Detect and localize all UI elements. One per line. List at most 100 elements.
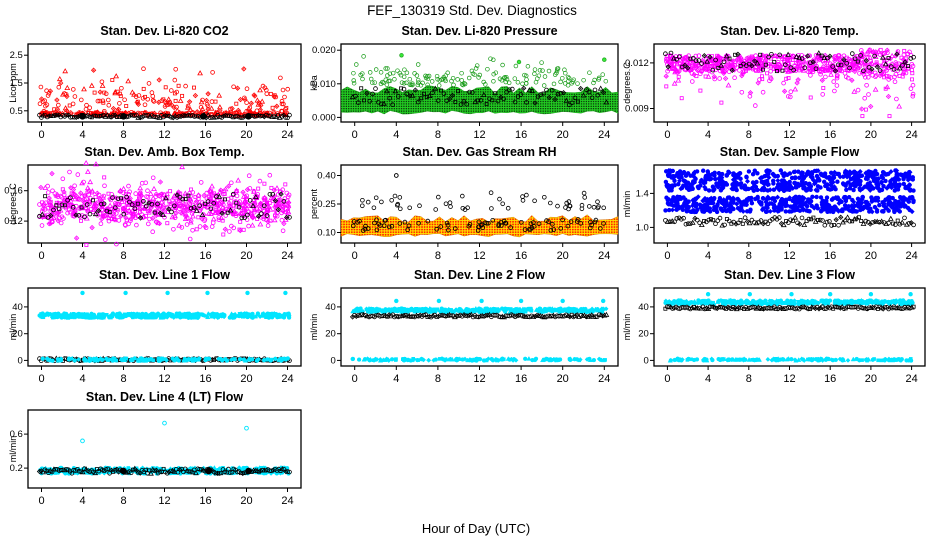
svg-text:0.40: 0.40 (317, 171, 336, 182)
svg-text:8: 8 (120, 250, 126, 262)
svg-text:16: 16 (199, 129, 211, 141)
svg-text:12: 12 (783, 250, 795, 262)
svg-text:16: 16 (515, 129, 527, 141)
svg-text:24: 24 (598, 129, 610, 141)
svg-text:ml/min: ml/min (8, 436, 18, 463)
svg-text:4: 4 (79, 250, 85, 262)
svg-text:8: 8 (746, 373, 752, 385)
svg-text:4: 4 (79, 495, 85, 507)
svg-text:0: 0 (18, 355, 23, 366)
svg-text:Stan. Dev. Line 1 Flow: Stan. Dev. Line 1 Flow (99, 268, 230, 282)
svg-text:20: 20 (240, 495, 252, 507)
svg-text:0: 0 (352, 129, 358, 141)
svg-text:Stan. Dev. Sample Flow: Stan. Dev. Sample Flow (720, 145, 860, 159)
svg-text:8: 8 (435, 129, 441, 141)
svg-text:4: 4 (79, 373, 85, 385)
svg-text:8: 8 (120, 373, 126, 385)
svg-text:kPa: kPa (309, 75, 319, 91)
svg-text:1.0: 1.0 (636, 222, 649, 233)
svg-text:16: 16 (824, 129, 836, 141)
svg-text:24: 24 (598, 250, 610, 262)
svg-text:FEF_130319 Std. Dev. Diagnost: FEF_130319 Std. Dev. Diagnostics (367, 3, 577, 18)
svg-text:Stan. Dev. Li-820 CO2: Stan. Dev. Li-820 CO2 (100, 24, 228, 38)
svg-text:4: 4 (79, 129, 85, 141)
svg-text:24: 24 (905, 250, 917, 262)
svg-text:24: 24 (281, 250, 293, 262)
svg-text:16: 16 (824, 250, 836, 262)
svg-text:12: 12 (473, 250, 485, 262)
svg-text:20: 20 (865, 129, 877, 141)
svg-text:Stan. Dev. Line 4 (LT) Flow: Stan. Dev. Line 4 (LT) Flow (86, 390, 243, 404)
svg-text:0.10: 0.10 (317, 228, 336, 239)
svg-text:percent: percent (309, 188, 319, 219)
svg-text:8: 8 (435, 250, 441, 262)
svg-text:Stan. Dev. Gas Stream RH: Stan. Dev. Gas Stream RH (403, 145, 557, 159)
svg-text:16: 16 (515, 250, 527, 262)
svg-text:16: 16 (515, 373, 527, 385)
svg-text:24: 24 (281, 129, 293, 141)
svg-text:20: 20 (865, 373, 877, 385)
svg-text:0.25: 0.25 (317, 199, 336, 210)
svg-text:0: 0 (644, 355, 649, 366)
svg-text:16: 16 (199, 250, 211, 262)
svg-text:24: 24 (281, 495, 293, 507)
svg-text:0.5: 0.5 (10, 106, 23, 117)
svg-text:ml/min: ml/min (622, 314, 632, 341)
svg-text:8: 8 (120, 495, 126, 507)
svg-text:Stan. Dev. Amb. Box Temp.: Stan. Dev. Amb. Box Temp. (84, 145, 244, 159)
svg-text:Licor ppm: Licor ppm (8, 63, 18, 103)
svg-text:12: 12 (783, 129, 795, 141)
svg-text:20: 20 (325, 329, 336, 340)
svg-text:24: 24 (905, 129, 917, 141)
svg-text:20: 20 (557, 250, 569, 262)
svg-text:0: 0 (352, 373, 358, 385)
svg-text:4: 4 (705, 373, 711, 385)
svg-text:4: 4 (393, 373, 399, 385)
svg-text:0.020: 0.020 (312, 45, 336, 56)
svg-text:20: 20 (240, 250, 252, 262)
svg-text:12: 12 (158, 129, 170, 141)
svg-text:8: 8 (120, 129, 126, 141)
svg-text:40: 40 (638, 302, 649, 313)
svg-text:12: 12 (783, 373, 795, 385)
svg-text:12: 12 (158, 373, 170, 385)
svg-text:0: 0 (38, 129, 44, 141)
svg-text:0: 0 (352, 250, 358, 262)
svg-text:20: 20 (240, 129, 252, 141)
svg-text:ml/min: ml/min (8, 314, 18, 341)
svg-text:40: 40 (325, 302, 336, 313)
svg-text:Stan. Dev. Line 2 Flow: Stan. Dev. Line 2 Flow (414, 268, 545, 282)
svg-text:12: 12 (158, 250, 170, 262)
svg-text:0: 0 (664, 250, 670, 262)
svg-text:16: 16 (199, 373, 211, 385)
svg-text:0: 0 (664, 373, 670, 385)
svg-text:20: 20 (557, 373, 569, 385)
svg-text:8: 8 (435, 373, 441, 385)
svg-text:0: 0 (38, 373, 44, 385)
svg-text:0: 0 (38, 495, 44, 507)
svg-text:8: 8 (746, 129, 752, 141)
svg-text:40: 40 (12, 302, 23, 313)
svg-text:8: 8 (746, 250, 752, 262)
svg-text:24: 24 (281, 373, 293, 385)
svg-text:24: 24 (598, 373, 610, 385)
svg-text:ml/min: ml/min (622, 191, 632, 218)
svg-text:0.2: 0.2 (10, 463, 23, 474)
svg-text:20: 20 (557, 129, 569, 141)
svg-text:4: 4 (705, 250, 711, 262)
svg-text:Hour of Day (UTC): Hour of Day (UTC) (422, 521, 530, 536)
svg-text:4: 4 (393, 129, 399, 141)
svg-text:0.000: 0.000 (312, 112, 336, 123)
svg-text:0.009: 0.009 (625, 104, 649, 115)
svg-text:16: 16 (824, 373, 836, 385)
svg-text:ml/min: ml/min (309, 314, 319, 341)
svg-text:4: 4 (393, 250, 399, 262)
svg-text:0: 0 (38, 250, 44, 262)
svg-text:0: 0 (331, 355, 336, 366)
svg-text:2.5: 2.5 (10, 50, 23, 61)
svg-text:12: 12 (158, 495, 170, 507)
svg-text:20: 20 (638, 329, 649, 340)
svg-text:Stan. Dev. Line 3 Flow: Stan. Dev. Line 3 Flow (724, 268, 855, 282)
svg-text:20: 20 (240, 373, 252, 385)
svg-text:24: 24 (905, 373, 917, 385)
